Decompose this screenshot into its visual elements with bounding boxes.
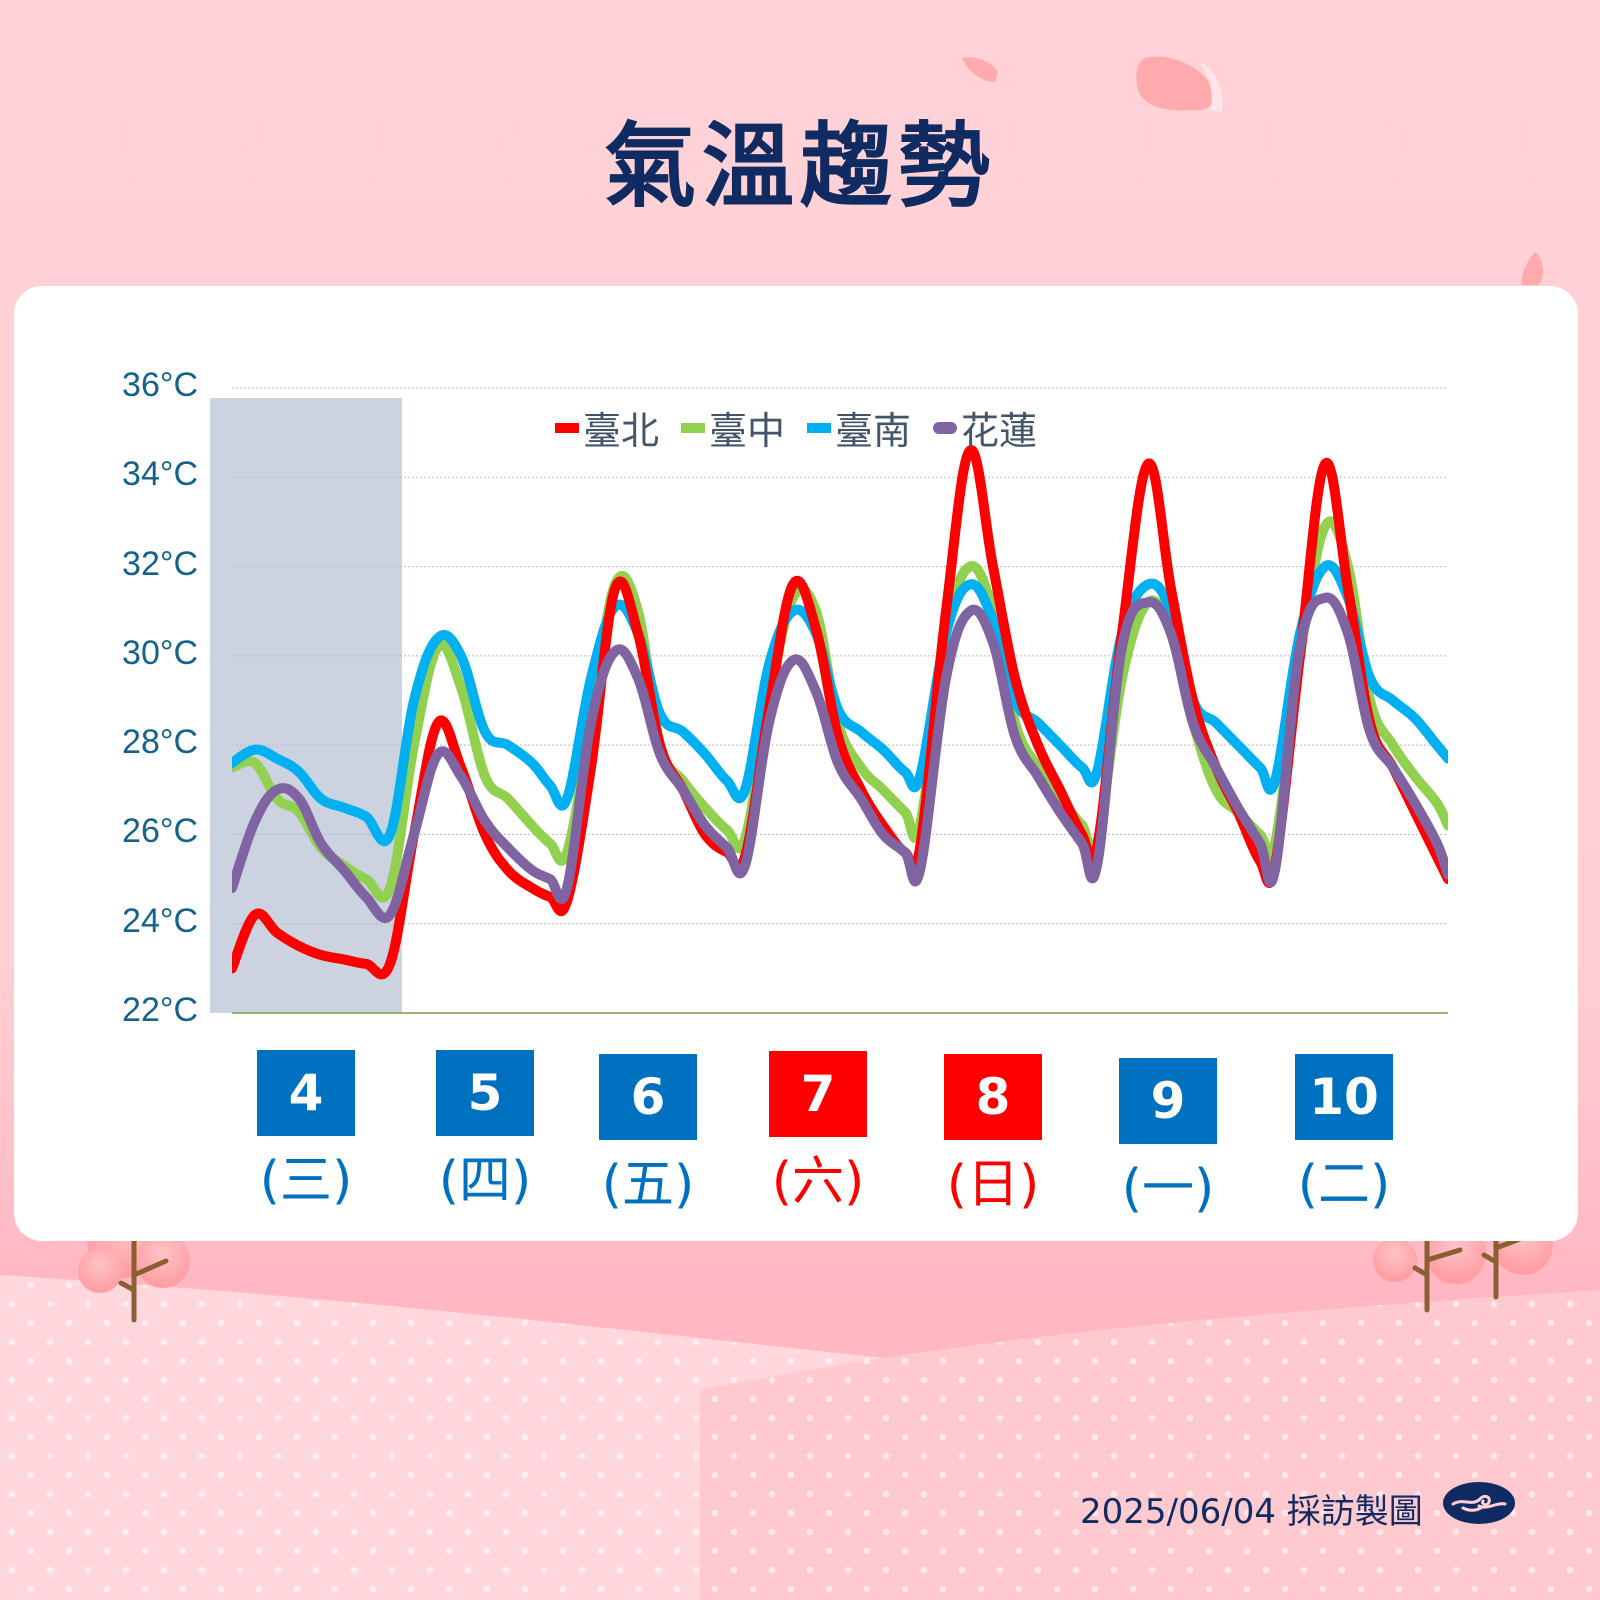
y-axis-tick-label: 22°C <box>122 991 198 1029</box>
legend-swatch-icon <box>933 421 958 434</box>
day-date-box: 4 <box>257 1050 355 1136</box>
day-weekday-label: (六) <box>771 1152 865 1212</box>
legend-label: 臺北 <box>583 409 660 453</box>
page-title: 氣溫趨勢 <box>603 113 996 220</box>
day-label-9: 9 (一) <box>1119 1058 1217 1221</box>
day-weekday-label: (三) <box>259 1151 353 1211</box>
day-weekday-label: (二) <box>1297 1155 1391 1215</box>
y-axis-tick-label: 30°C <box>122 633 198 672</box>
day-label-4: 4 (三) <box>257 1050 355 1213</box>
day-date-box: 5 <box>436 1050 534 1136</box>
day-weekday-label: (日) <box>946 1155 1040 1215</box>
y-axis-tick-label: 28°C <box>122 723 198 762</box>
day-date-box: 8 <box>944 1054 1042 1140</box>
day-date-box: 7 <box>769 1051 867 1137</box>
y-axis-tick-label: 36°C <box>122 366 198 404</box>
legend-swatch-icon <box>807 422 832 433</box>
y-axis-tick-label: 34°C <box>122 455 198 494</box>
legend-item-hualien: 花蓮 <box>933 400 1037 455</box>
day-label-6: 6 (五) <box>599 1054 697 1217</box>
legend-item-taipei: 臺北 <box>555 400 659 455</box>
footer-credit: 2025/06/04 採訪製圖 <box>1080 1492 1423 1532</box>
day-weekday-label: (一) <box>1121 1159 1215 1219</box>
y-axis-tick-label: 24°C <box>122 901 198 940</box>
past-shaded-region <box>210 398 402 1013</box>
day-label-10: 10 (二) <box>1295 1054 1393 1217</box>
day-weekday-label: (五) <box>601 1155 695 1215</box>
day-date-box: 6 <box>599 1054 697 1140</box>
day-date-box: 9 <box>1119 1058 1217 1144</box>
day-label-8: 8 (日) <box>944 1054 1042 1217</box>
tainan-line <box>232 560 1448 847</box>
legend-swatch-icon <box>681 422 706 433</box>
y-axis-tick-label: 32°C <box>122 544 198 583</box>
hualien-line <box>232 592 1448 923</box>
legend-label: 臺南 <box>835 409 912 453</box>
day-label-5: 5 (四) <box>436 1050 534 1213</box>
legend-label: 花蓮 <box>961 409 1038 453</box>
day-label-7: 7 (六) <box>769 1051 867 1214</box>
legend-item-tainan: 臺南 <box>807 400 911 455</box>
y-axis-tick-label: 26°C <box>122 812 198 851</box>
legend-label: 臺中 <box>709 409 786 453</box>
legend-item-taichung: 臺中 <box>681 400 785 455</box>
legend-swatch-icon <box>555 422 579 433</box>
chart-legend: 臺北 臺中 臺南 花蓮 <box>555 400 1037 455</box>
day-date-box: 10 <box>1295 1054 1393 1140</box>
petal-decoration <box>962 56 1544 285</box>
day-weekday-label: (四) <box>438 1151 532 1211</box>
cloud-swirl-logo-icon <box>1443 1482 1515 1524</box>
